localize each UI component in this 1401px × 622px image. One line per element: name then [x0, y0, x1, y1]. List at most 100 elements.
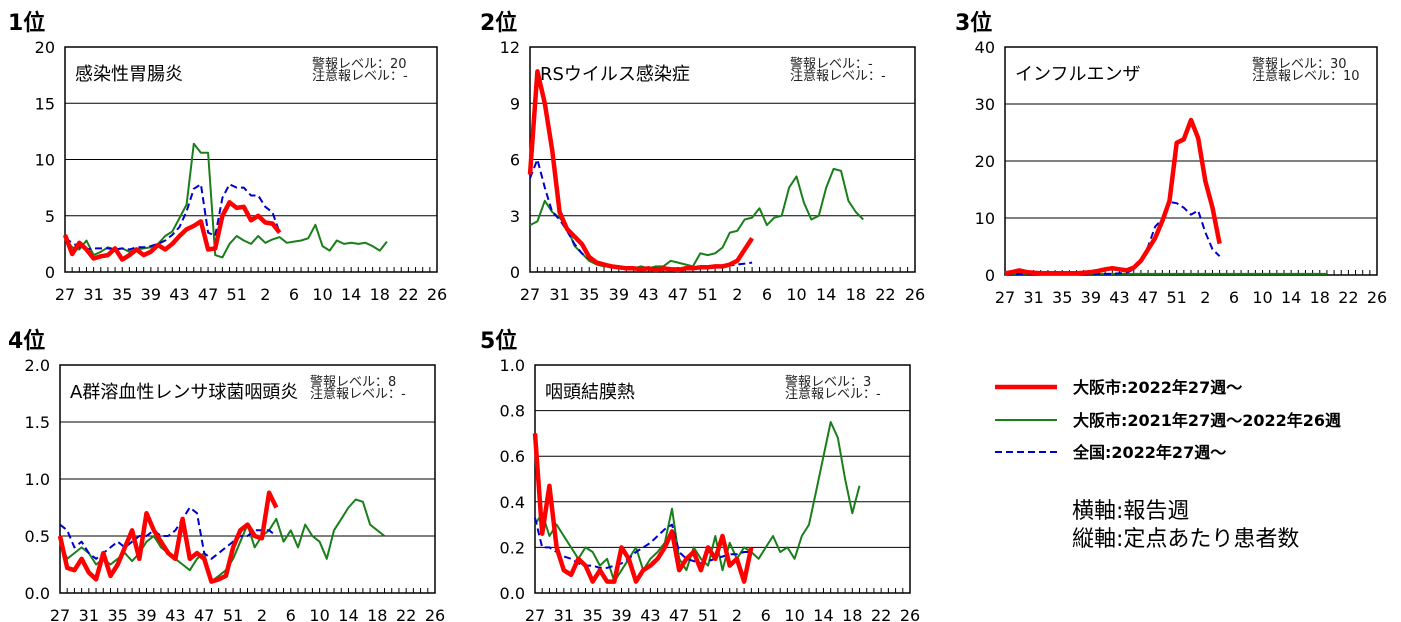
y-tick-label: 15	[35, 94, 55, 113]
x-tick-label: 14	[341, 285, 361, 304]
series-line-osaka-current	[62, 200, 282, 262]
alert-level-value: -	[868, 57, 873, 72]
rank-label: 5位	[480, 328, 517, 354]
x-tick-label: 22	[398, 285, 418, 304]
x-axis-note: 横軸:報告週	[1072, 499, 1189, 524]
rank-label: 4位	[8, 328, 45, 354]
alert-level-label: 警報レベル：	[312, 56, 390, 72]
caution-level: 注意報レベル：-	[790, 68, 886, 84]
x-tick-label: 18	[842, 606, 862, 622]
legend-label: 大阪市:2022年27週～	[1073, 378, 1242, 397]
x-tick-label: 39	[611, 606, 631, 622]
x-tick-label: 14	[1281, 288, 1301, 307]
x-tick-label: 47	[669, 606, 689, 622]
x-tick-label: 10	[309, 606, 329, 622]
alert-level-label: 警報レベル：	[790, 56, 868, 72]
caution-level: 注意報レベル：-	[310, 386, 406, 402]
x-tick-label: 27	[995, 288, 1015, 307]
alert-level: 警報レベル：8	[310, 374, 396, 390]
y-tick-label: 10	[975, 209, 995, 228]
x-tick-label: 35	[1052, 288, 1072, 307]
series-line-osaka-previous	[534, 421, 861, 583]
x-tick-label: 31	[549, 285, 569, 304]
y-tick-label: 1.5	[25, 413, 50, 432]
x-tick-label: 31	[1023, 288, 1043, 307]
y-tick-label: 1.0	[25, 470, 50, 489]
disease-title: 咽頭結膜熱	[545, 382, 635, 403]
y-tick-label: 1.0	[500, 356, 525, 375]
x-tick-label: 14	[816, 285, 836, 304]
y-tick-label: 0.4	[500, 493, 525, 512]
alert-level-value: 20	[390, 57, 407, 72]
x-tick-label: 47	[198, 285, 218, 304]
alert-level-label: 警報レベル：	[785, 374, 863, 390]
y-axis-note: 縦軸:定点あたり患者数	[1072, 527, 1299, 552]
series-line-osaka-current	[1004, 117, 1222, 276]
x-tick-label: 43	[165, 606, 185, 622]
x-tick-label: 51	[227, 285, 247, 304]
x-tick-label: 18	[370, 285, 390, 304]
x-tick-label: 14	[813, 606, 833, 622]
caution-level-label: 注意報レベル：	[1252, 68, 1343, 84]
series-line-osaka-previous	[529, 167, 864, 270]
x-tick-label: 27	[525, 606, 545, 622]
caution-level: 注意報レベル：-	[785, 386, 881, 402]
x-tick-label: 2	[260, 285, 270, 304]
caution-level-value: -	[401, 387, 406, 402]
x-tick-label: 6	[762, 285, 772, 304]
x-tick-label: 26	[1367, 288, 1387, 307]
x-tick-label: 51	[698, 285, 718, 304]
caution-level-value: -	[403, 69, 408, 84]
x-tick-label: 27	[520, 285, 540, 304]
x-tick-label: 18	[1310, 288, 1330, 307]
x-tick-label: 10	[784, 606, 804, 622]
alert-level: 警報レベル：3	[785, 374, 871, 390]
x-tick-label: 39	[609, 285, 629, 304]
x-tick-label: 2	[732, 606, 742, 622]
disease-title: インフルエンザ	[1015, 64, 1140, 85]
caution-level-value: 10	[1343, 69, 1360, 84]
x-tick-label: 31	[79, 606, 99, 622]
x-tick-label: 43	[1109, 288, 1129, 307]
x-tick-label: 22	[871, 606, 891, 622]
y-tick-label: 0.8	[500, 402, 525, 421]
y-tick-label: 10	[35, 151, 55, 170]
x-tick-label: 10	[312, 285, 332, 304]
y-tick-label: 0	[45, 263, 55, 282]
x-tick-label: 14	[338, 606, 358, 622]
caution-level-value: -	[876, 387, 881, 402]
alert-level-value: 3	[863, 375, 871, 390]
caution-level-label: 注意報レベル：	[310, 386, 401, 402]
x-tick-label: 27	[55, 285, 75, 304]
caution-level-value: -	[881, 69, 886, 84]
x-tick-label: 31	[83, 285, 103, 304]
y-tick-label: 0.0	[500, 584, 525, 603]
x-tick-label: 2	[1200, 288, 1210, 307]
rank-label: 1位	[8, 10, 45, 36]
series-line-osaka-previous	[59, 498, 386, 583]
y-tick-label: 40	[975, 38, 995, 57]
disease-title: RSウイルス感染症	[540, 64, 690, 85]
y-tick-label: 12	[500, 38, 520, 57]
x-tick-label: 35	[583, 606, 603, 622]
caution-level: 注意報レベル：-	[312, 68, 408, 84]
x-tick-label: 43	[638, 285, 658, 304]
caution-level-label: 注意報レベル：	[312, 68, 403, 84]
x-tick-label: 6	[761, 606, 771, 622]
alert-level: 警報レベル：20	[312, 56, 407, 72]
y-tick-label: 0.0	[25, 584, 50, 603]
x-tick-label: 47	[1138, 288, 1158, 307]
rank-label: 2位	[480, 10, 517, 36]
disease-title: 感染性胃腸炎	[75, 64, 183, 85]
series-line-osaka-current	[57, 490, 279, 584]
x-tick-label: 43	[169, 285, 189, 304]
x-tick-label: 31	[554, 606, 574, 622]
y-tick-label: 30	[975, 95, 995, 114]
x-tick-label: 26	[900, 606, 920, 622]
x-tick-label: 39	[141, 285, 161, 304]
x-tick-label: 6	[1229, 288, 1239, 307]
x-tick-label: 51	[698, 606, 718, 622]
